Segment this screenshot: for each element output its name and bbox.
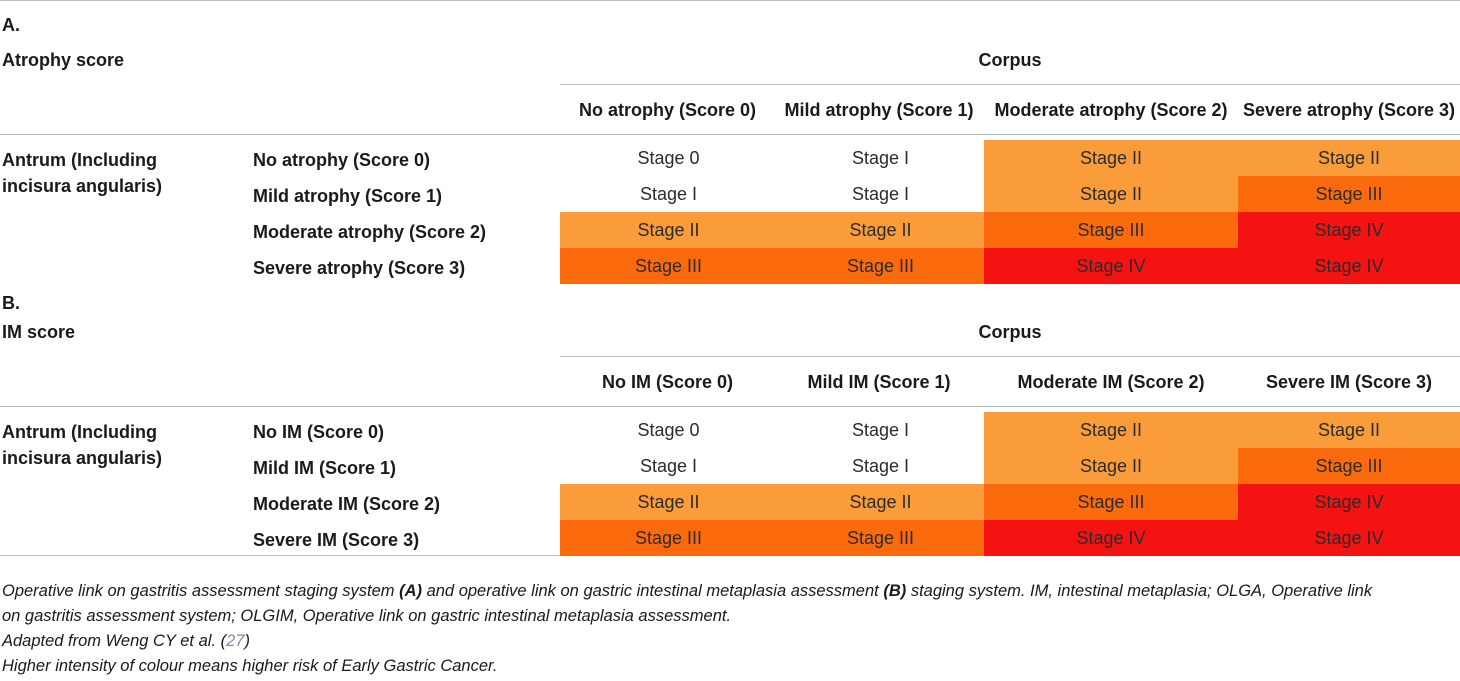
stage-cell: Stage III (984, 484, 1238, 520)
stage-cell: Stage 0 (560, 412, 777, 448)
antrum-label: Antrum (Including incisura angularis) (2, 150, 163, 196)
row-label: Severe IM (Score 3) (253, 530, 420, 550)
column-header: Severe atrophy (Score 3) (1242, 100, 1456, 120)
corpus-rule (560, 356, 1460, 357)
stage-cell: Stage III (1238, 448, 1460, 484)
header-rule (0, 134, 1460, 135)
column-header: No IM (Score 0) (601, 372, 734, 392)
stage-cell: Stage I (777, 412, 984, 448)
row-label: No IM (Score 0) (253, 422, 385, 442)
reference-link[interactable]: 27 (226, 632, 245, 650)
stage-cell: Stage I (777, 140, 984, 176)
stage-cell: Stage I (777, 176, 984, 212)
footnote-line-1: Operative link on gastritis assessment s… (2, 582, 1372, 601)
column-header: Moderate IM (Score 2) (1017, 372, 1205, 392)
row-label: Moderate atrophy (Score 2) (253, 222, 487, 242)
column-header: Severe IM (Score 3) (1265, 372, 1433, 392)
score-title: Atrophy score (2, 50, 125, 70)
stage-cell: Stage III (777, 248, 984, 284)
stage-cell: Stage IV (1238, 484, 1460, 520)
corpus-label: Corpus (978, 322, 1042, 342)
footnote-text: staging system. IM, intestinal metaplasi… (906, 582, 1373, 600)
section-letter: B. (2, 293, 20, 313)
stage-cell: Stage I (560, 176, 777, 212)
footnote-text: Operative link on gastritis assessment s… (2, 582, 400, 600)
stage-cell: Stage II (560, 484, 777, 520)
stage-cell: Stage IV (984, 520, 1238, 556)
column-header: Mild atrophy (Score 1) (784, 100, 974, 120)
stage-cell: Stage III (777, 520, 984, 556)
footnote-panel-a: (A) (399, 582, 422, 600)
footnote-line-3: Adapted from Weng CY et al. (27) (2, 632, 250, 651)
row-label: Moderate IM (Score 2) (253, 494, 441, 514)
top-rule (0, 0, 1460, 1)
stage-cell: Stage II (984, 140, 1238, 176)
stage-cell: Stage III (984, 212, 1238, 248)
stage-cell: Stage 0 (560, 140, 777, 176)
row-label: Mild IM (Score 1) (253, 458, 397, 478)
row-label: No atrophy (Score 0) (253, 150, 431, 170)
corpus-label: Corpus (978, 50, 1042, 70)
stage-cell: Stage I (560, 448, 777, 484)
stage-cell: Stage II (984, 448, 1238, 484)
stage-cell: Stage I (777, 448, 984, 484)
column-header: Mild IM (Score 1) (807, 372, 951, 392)
stage-cell: Stage II (984, 176, 1238, 212)
stage-cell: Stage II (777, 484, 984, 520)
stage-cell: Stage IV (1238, 520, 1460, 556)
stage-cell: Stage IV (1238, 212, 1460, 248)
header-rule (0, 406, 1460, 407)
stage-cell: Stage IV (984, 248, 1238, 284)
stage-cell: Stage II (1238, 140, 1460, 176)
column-header: Moderate atrophy (Score 2) (994, 100, 1228, 120)
footnote-text: ) (244, 632, 250, 650)
stage-cell: Stage II (560, 212, 777, 248)
column-header: No atrophy (Score 0) (578, 100, 757, 120)
stage-cell: Stage II (777, 212, 984, 248)
section-letter: A. (2, 15, 20, 35)
footnote-line-4: Higher intensity of colour means higher … (2, 657, 498, 675)
corpus-rule (560, 84, 1460, 85)
stage-cell: Stage III (1238, 176, 1460, 212)
stage-cell: Stage IV (1238, 248, 1460, 284)
footnote-text: Adapted from Weng CY et al. ( (2, 632, 227, 650)
footnote-text: and operative link on gastric intestinal… (422, 582, 884, 600)
footnote-panel-b: (B) (883, 582, 907, 600)
stage-cell: Stage II (1238, 412, 1460, 448)
row-label: Mild atrophy (Score 1) (253, 186, 443, 206)
footnote-line-2: on gastritis assessment system; OLGIM, O… (2, 607, 732, 625)
score-title: IM score (2, 322, 76, 342)
stage-cell: Stage II (984, 412, 1238, 448)
stage-cell: Stage III (560, 520, 777, 556)
stage-cell: Stage III (560, 248, 777, 284)
row-label: Severe atrophy (Score 3) (253, 258, 466, 278)
antrum-label: Antrum (Including incisura angularis) (2, 422, 163, 468)
